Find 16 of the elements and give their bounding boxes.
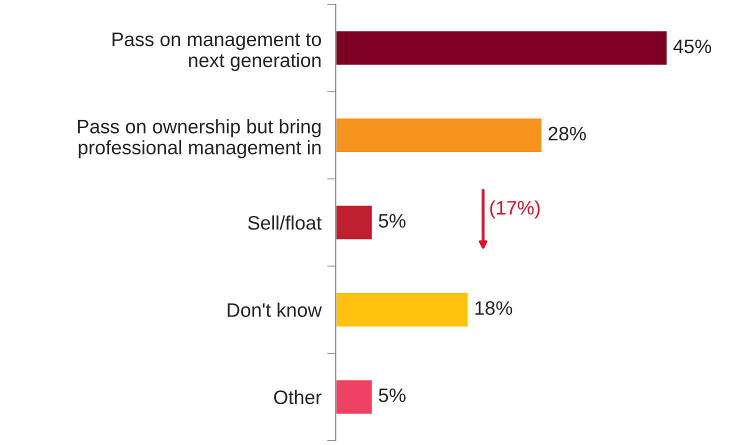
- data-label: 45%: [673, 40, 712, 54]
- annotation: (17%): [490, 200, 540, 218]
- bar: [336, 292, 470, 328]
- y-tick-label: Sell/float: [248, 215, 322, 230]
- bar: [336, 204, 374, 241]
- data-label: 5%: [378, 388, 406, 402]
- bar: [336, 30, 668, 66]
- y-tick-label: Don't know: [228, 302, 322, 317]
- y-tick-label: Pass on ownership but bring professional management in: [78, 119, 321, 158]
- data-label: 5%: [378, 214, 406, 228]
- y-tick-label: Other: [274, 390, 322, 404]
- bar: [336, 117, 543, 154]
- y-tick-label: Pass on management to next generation: [112, 32, 321, 72]
- bar: [336, 378, 374, 416]
- data-label: 18%: [475, 301, 512, 315]
- data-label: 28%: [548, 126, 586, 140]
